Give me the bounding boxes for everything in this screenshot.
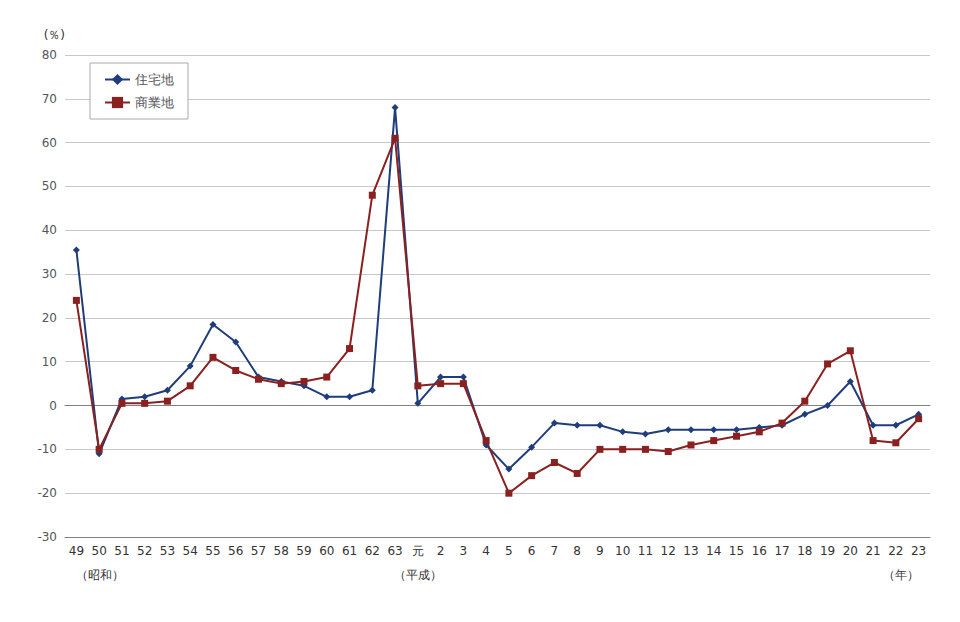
svg-text:11: 11 [638,544,653,558]
svg-text:30: 30 [42,267,57,281]
svg-text:元: 元 [412,544,424,558]
svg-text:19: 19 [820,544,835,558]
svg-text:63: 63 [387,544,402,558]
svg-text:20: 20 [42,311,57,325]
svg-text:住宅地: 住宅地 [134,72,174,87]
svg-text:53: 53 [160,544,175,558]
svg-text:70: 70 [42,92,57,106]
svg-text:（年）: （年） [883,568,919,582]
svg-text:62: 62 [365,544,380,558]
svg-text:61: 61 [342,544,357,558]
svg-text:21: 21 [865,544,880,558]
svg-text:13: 13 [683,544,698,558]
svg-text:23: 23 [911,544,926,558]
svg-text:15: 15 [729,544,744,558]
svg-text:17: 17 [774,544,789,558]
svg-text:50: 50 [42,179,57,193]
svg-text:22: 22 [888,544,903,558]
svg-text:40: 40 [42,223,57,237]
svg-text:8: 8 [573,544,581,558]
svg-text:56: 56 [228,544,243,558]
svg-text:59: 59 [296,544,311,558]
svg-text:60: 60 [42,136,57,150]
svg-text:18: 18 [797,544,812,558]
svg-text:-10: -10 [37,442,57,456]
svg-text:54: 54 [183,544,198,558]
svg-text:10: 10 [42,355,57,369]
svg-text:57: 57 [251,544,266,558]
svg-text:5: 5 [505,544,513,558]
svg-text:51: 51 [114,544,129,558]
svg-text:80: 80 [42,48,57,62]
svg-text:60: 60 [319,544,334,558]
svg-text:55: 55 [205,544,220,558]
svg-text:-30: -30 [37,530,57,544]
svg-text:58: 58 [274,544,289,558]
svg-text:0: 0 [49,399,57,413]
svg-text:20: 20 [843,544,858,558]
svg-text:7: 7 [551,544,559,558]
svg-text:2: 2 [437,544,445,558]
svg-text:52: 52 [137,544,152,558]
svg-text:12: 12 [661,544,676,558]
svg-text:-20: -20 [37,486,57,500]
svg-text:10: 10 [615,544,630,558]
svg-text:3: 3 [460,544,468,558]
svg-text:6: 6 [528,544,536,558]
svg-text:49: 49 [69,544,84,558]
svg-text:4: 4 [482,544,490,558]
svg-text:50: 50 [92,544,107,558]
svg-text:（平成）: （平成） [394,568,442,582]
svg-text:（昭和）: （昭和） [76,568,124,582]
svg-text:14: 14 [706,544,721,558]
svg-text:9: 9 [596,544,604,558]
svg-text:商業地: 商業地 [135,95,174,110]
svg-text:16: 16 [752,544,767,558]
svg-text:(％): (％) [44,28,65,42]
